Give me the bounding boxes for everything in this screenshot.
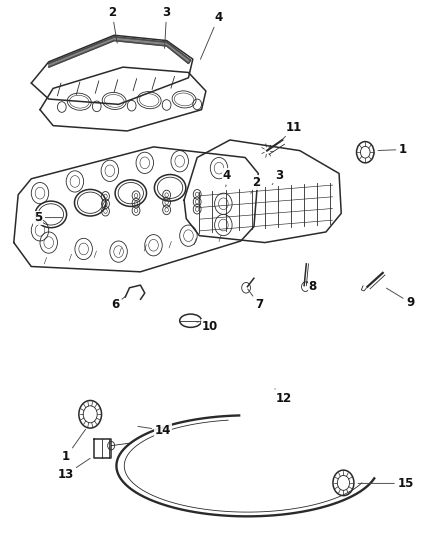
Text: 6: 6 bbox=[111, 296, 126, 311]
Text: 2: 2 bbox=[251, 176, 260, 193]
Text: 10: 10 bbox=[196, 320, 218, 333]
Text: 1: 1 bbox=[62, 429, 85, 463]
Polygon shape bbox=[49, 37, 191, 67]
Text: 1: 1 bbox=[378, 143, 407, 156]
Text: 4: 4 bbox=[223, 168, 231, 187]
Text: 12: 12 bbox=[275, 389, 292, 405]
Text: 15: 15 bbox=[358, 477, 414, 490]
Text: 3: 3 bbox=[162, 6, 171, 49]
Text: 8: 8 bbox=[307, 280, 317, 293]
Text: 3: 3 bbox=[272, 168, 283, 184]
Text: 7: 7 bbox=[248, 289, 263, 311]
Text: 13: 13 bbox=[57, 458, 90, 481]
Text: 9: 9 bbox=[386, 288, 414, 309]
Text: 11: 11 bbox=[280, 120, 302, 142]
Text: 2: 2 bbox=[108, 6, 117, 43]
Text: 14: 14 bbox=[138, 424, 171, 437]
Text: 5: 5 bbox=[34, 211, 63, 224]
Text: 4: 4 bbox=[201, 11, 222, 59]
